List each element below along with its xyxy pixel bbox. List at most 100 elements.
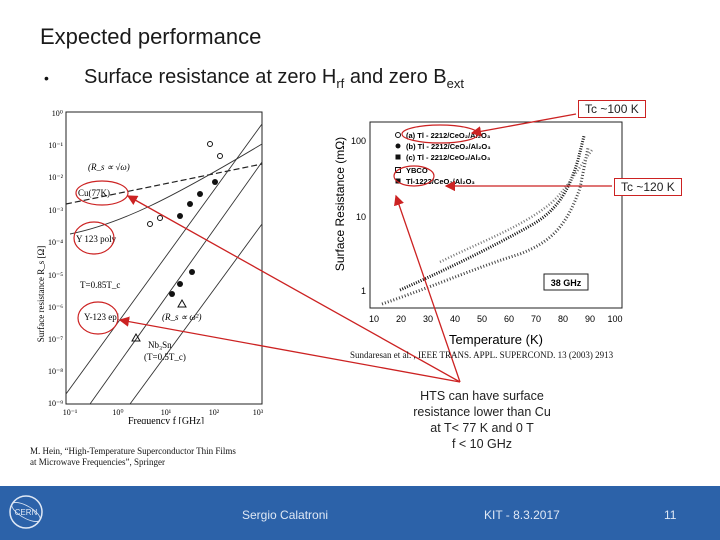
footer-event: KIT - 8.3.2017 bbox=[484, 508, 560, 522]
ybco-poly-curve bbox=[69, 143, 263, 235]
left-xtick-0: 10⁻¹ bbox=[63, 408, 78, 417]
right-ytick-1: 10 bbox=[356, 212, 366, 222]
left-ytick-1: 10⁻¹ bbox=[48, 141, 63, 150]
arrow-to-cu bbox=[126, 195, 461, 383]
legend-b: (b) Tl - 2212/CeO₂/Al₂O₃ bbox=[406, 142, 491, 151]
legend-a: (a) Tl - 2212/CeO₂/Al₂O₃ bbox=[406, 131, 491, 140]
footer-page-number: 11 bbox=[664, 508, 677, 522]
left-xtick-1: 10⁰ bbox=[112, 408, 123, 417]
omega-sq-line-3 bbox=[129, 223, 263, 405]
legend-marker-tl1223 bbox=[395, 178, 401, 184]
cu-label: Cu(77K) bbox=[78, 188, 110, 198]
cern-logo: CERN bbox=[9, 495, 43, 529]
data-point bbox=[177, 213, 183, 219]
cu-curve bbox=[65, 163, 263, 205]
hts-note: HTS can have surface resistance lower th… bbox=[402, 388, 562, 452]
slide-footer: CERN Sergio Calatroni KIT - 8.3.2017 11 bbox=[0, 486, 720, 540]
tc100-callout: Tc ~100 K bbox=[578, 100, 646, 118]
left-ytick-9: 10⁻⁹ bbox=[48, 399, 63, 408]
arrow-to-ybco-epi bbox=[118, 316, 461, 383]
right-ytick-0: 100 bbox=[351, 136, 366, 146]
left-ytick-2: 10⁻² bbox=[48, 173, 63, 182]
left-xtick-3: 10² bbox=[209, 408, 220, 417]
highlight-ybco bbox=[393, 165, 435, 187]
data-point bbox=[147, 221, 153, 227]
left-ylabel: Surface resistance R_s [Ω] bbox=[36, 246, 46, 342]
legend-tl1223: Tl-1223/CeO₂/Al₂O₃ bbox=[406, 177, 475, 186]
right-ytick-2: 1 bbox=[361, 286, 366, 296]
ybco-poly-label: Y 123 poly bbox=[76, 234, 117, 244]
highlight-ybco-poly bbox=[73, 221, 115, 255]
right-xtick-3: 40 bbox=[450, 314, 460, 324]
rs-omega-sq-label: (R_s ∝ ω²) bbox=[162, 312, 201, 322]
rs-vs-temperature-figure: Surface Resistance (mΩ) 100 10 1 10 20 3… bbox=[333, 121, 623, 347]
data-point bbox=[177, 281, 183, 287]
left-ytick-0: 10⁰ bbox=[52, 109, 63, 118]
ybco-epi-label: Y-123 epi bbox=[84, 312, 120, 322]
hts-note-line2: resistance lower than Cu bbox=[413, 405, 551, 419]
subtitle-sub-rf: rf bbox=[336, 76, 345, 91]
citation-sundaresan: Sundaresan et al. , IEEE TRANS. APPL. SU… bbox=[350, 350, 614, 360]
arrow-to-ybco bbox=[394, 194, 461, 383]
right-xtick-2: 30 bbox=[423, 314, 433, 324]
footer-author: Sergio Calatroni bbox=[242, 508, 329, 522]
slide-title: Expected performance bbox=[40, 24, 262, 49]
hts-note-line1: HTS can have surface bbox=[420, 389, 544, 403]
cern-logo-text: CERN bbox=[15, 508, 38, 517]
hts-note-line4: f < 10 GHz bbox=[451, 437, 513, 451]
subtitle-mid: and zero B bbox=[344, 66, 447, 88]
left-ytick-8: 10⁻⁸ bbox=[48, 367, 63, 376]
data-point bbox=[177, 298, 187, 308]
legend-marker-c bbox=[395, 154, 401, 160]
right-ylabel: Surface Resistance (mΩ) bbox=[333, 137, 347, 271]
legend-marker-b bbox=[395, 143, 401, 149]
left-xtick-4: 10³ bbox=[253, 408, 264, 417]
right-xtick-6: 70 bbox=[531, 314, 541, 324]
rs-vs-frequency-figure: Surface resistance R_s [Ω] 10⁰ 10⁻¹ 10⁻²… bbox=[36, 109, 264, 424]
omega-sq-line-2 bbox=[89, 161, 263, 405]
right-xtick-0: 10 bbox=[369, 314, 379, 324]
left-ytick-7: 10⁻⁷ bbox=[48, 335, 63, 344]
omega-sq-line-1 bbox=[65, 123, 263, 395]
citation-hein-line2: at Microwave Frequencies”, Springer bbox=[30, 457, 165, 467]
data-point bbox=[197, 191, 203, 197]
left-xtick-2: 10¹ bbox=[161, 408, 172, 417]
slide-subtitle: Surface resistance at zero Hrf and zero … bbox=[84, 66, 464, 91]
left-ytick-3: 10⁻³ bbox=[48, 206, 63, 215]
left-ytick-5: 10⁻⁵ bbox=[48, 271, 63, 280]
rs-omega-half-label: (R_s ∝ √ω) bbox=[88, 162, 130, 172]
data-point bbox=[207, 141, 213, 147]
legend-ybco: YBCO bbox=[406, 166, 428, 175]
t085-label: T=0.85T_c bbox=[80, 280, 120, 290]
legend-c: (c) Tl - 2212/CeO₂/Al₂O₃ bbox=[406, 153, 491, 162]
legend-marker-ybco bbox=[395, 167, 401, 173]
data-point bbox=[187, 201, 193, 207]
left-ytick-4: 10⁻⁴ bbox=[48, 238, 63, 247]
nb3sn-label: Nb₃Sn bbox=[148, 340, 172, 350]
data-point bbox=[157, 215, 163, 221]
nb3sn-temp-label: (T=0.5T_c) bbox=[144, 352, 186, 362]
highlight-cu bbox=[75, 180, 129, 206]
right-xtick-8: 90 bbox=[585, 314, 595, 324]
legend-marker-a bbox=[395, 132, 401, 138]
right-xtick-9: 100 bbox=[607, 314, 622, 324]
citation-hein-line1: M. Hein, “High-Temperature Superconducto… bbox=[30, 446, 236, 456]
freq-label-box bbox=[543, 273, 589, 291]
right-xlabel: Temperature (K) bbox=[449, 332, 543, 347]
data-point bbox=[212, 179, 218, 185]
rs-series-ybco bbox=[381, 147, 590, 306]
bullet-marker: • bbox=[44, 70, 49, 86]
subtitle-main: Surface resistance at zero H bbox=[84, 66, 337, 88]
left-plot-frame bbox=[65, 111, 263, 405]
data-point bbox=[189, 269, 195, 275]
data-point bbox=[169, 291, 175, 297]
freq-label: 38 GHz bbox=[551, 278, 582, 288]
right-xtick-5: 60 bbox=[504, 314, 514, 324]
left-xlabel: Frequency f [GHz] bbox=[128, 416, 204, 424]
right-xtick-4: 50 bbox=[477, 314, 487, 324]
hts-note-line3: at T< 77 K and 0 T bbox=[430, 421, 534, 435]
data-point bbox=[217, 153, 223, 159]
subtitle-sub-ext: ext bbox=[446, 76, 464, 91]
data-point bbox=[131, 332, 141, 342]
